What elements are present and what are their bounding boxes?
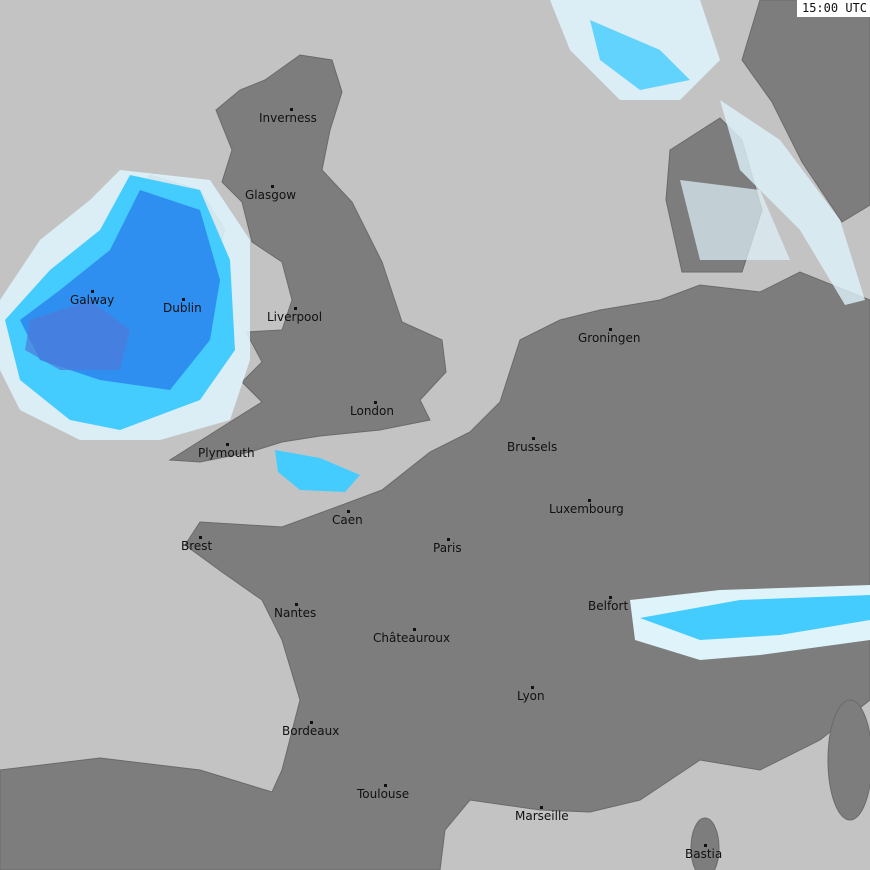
city-label: Bordeaux <box>282 724 340 738</box>
city-dot <box>531 686 534 689</box>
city-dot <box>271 185 274 188</box>
city-label: Marseille <box>515 809 569 823</box>
city-label: Inverness <box>259 111 317 125</box>
city-dot <box>609 328 612 331</box>
city-dot <box>347 510 350 513</box>
city-dot <box>540 806 543 809</box>
city-dot <box>294 307 297 310</box>
city-dot <box>609 596 612 599</box>
city-dot <box>532 437 535 440</box>
city-dot <box>310 721 313 724</box>
city-dot <box>447 538 450 541</box>
city-dot <box>374 401 377 404</box>
city-label: Belfort <box>588 599 629 613</box>
city-label: Plymouth <box>198 446 255 460</box>
city-label: Caen <box>332 513 363 527</box>
land-continent <box>0 271 870 870</box>
city-dot <box>704 844 707 847</box>
city-label: Luxembourg <box>549 502 624 516</box>
city-dot <box>588 499 591 502</box>
city-dot <box>199 536 202 539</box>
city-dot <box>295 603 298 606</box>
city-dot <box>290 108 293 111</box>
city-dot <box>91 290 94 293</box>
city-label: London <box>350 404 394 418</box>
city-dot <box>413 628 416 631</box>
city-label: Dublin <box>163 301 202 315</box>
city-label: Galway <box>70 293 115 307</box>
timestamp-label: 15:00 UTC <box>796 0 870 17</box>
city-label: Brest <box>181 539 213 553</box>
city-dot <box>384 784 387 787</box>
city-label: Groningen <box>578 331 641 345</box>
city-label: Glasgow <box>245 188 297 202</box>
land-sardinia-tip <box>827 699 870 821</box>
city-label: Toulouse <box>357 787 410 801</box>
city-dot <box>226 443 229 446</box>
city-label: Bastia <box>685 847 723 861</box>
precipitation <box>0 0 870 660</box>
city-label: Paris <box>433 541 462 555</box>
city-label: Liverpool <box>267 310 323 324</box>
city-label: Châteauroux <box>373 631 451 645</box>
city-label: Nantes <box>274 606 317 620</box>
city-dot <box>182 298 185 301</box>
city-label: Lyon <box>517 689 545 703</box>
land-scandinavia <box>741 0 870 223</box>
land-great-britain <box>168 54 447 463</box>
city-label: Brussels <box>507 440 558 454</box>
